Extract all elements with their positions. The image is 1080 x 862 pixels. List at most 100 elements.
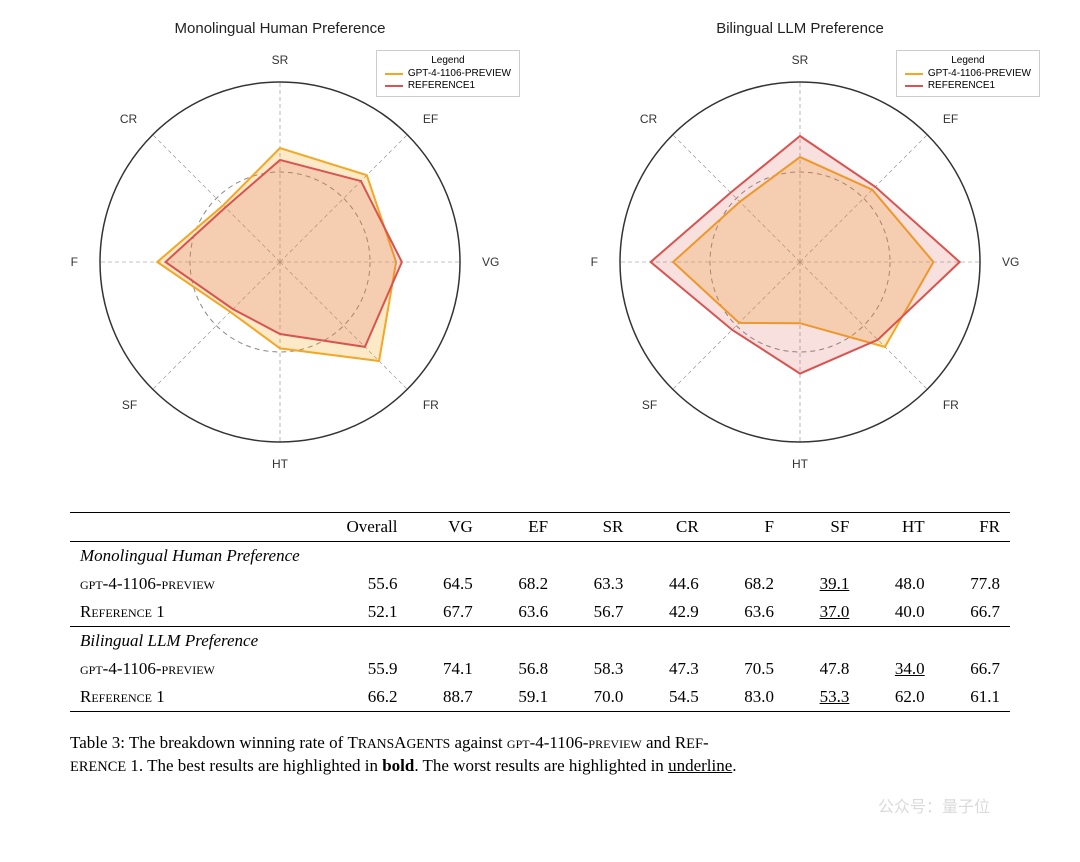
chart-title: Monolingual Human Preference	[30, 20, 530, 37]
legend-item: REFERENCE1	[905, 80, 1031, 91]
table-cell: 34.0	[859, 655, 934, 683]
table-cell: 54.5	[633, 683, 708, 712]
radar-chart: SREFVGFRHTSFFCR	[550, 42, 1050, 482]
legend-item: REFERENCE1	[385, 80, 511, 91]
legend-label: GPT-4-1106-PREVIEW	[408, 68, 511, 79]
table-cell: 63.6	[483, 598, 558, 627]
table-cell: 52.1	[300, 598, 407, 627]
table-cell: 74.1	[407, 655, 482, 683]
table-row: Reference 152.167.763.656.742.963.637.04…	[70, 598, 1010, 627]
table-cell: 66.7	[935, 598, 1010, 627]
svg-text:HT: HT	[272, 457, 289, 471]
table-column-header: HT	[859, 513, 934, 542]
table-column-header: VG	[407, 513, 482, 542]
table-section-header: Bilingual LLM Preference	[70, 627, 1010, 656]
table-cell: 37.0	[784, 598, 859, 627]
caption-underline: underline	[668, 756, 732, 775]
legend-item: GPT-4-1106-PREVIEW	[385, 68, 511, 79]
table-cell: 40.0	[859, 598, 934, 627]
table-cell: 83.0	[709, 683, 784, 712]
svg-text:SF: SF	[642, 398, 657, 412]
svg-text:FR: FR	[943, 398, 959, 412]
legend-item: GPT-4-1106-PREVIEW	[905, 68, 1031, 79]
table-cell: 67.7	[407, 598, 482, 627]
row-label: Reference 1	[70, 598, 300, 627]
caption-text: .	[732, 756, 736, 775]
table-cell: 77.8	[935, 570, 1010, 598]
row-label: Reference 1	[70, 683, 300, 712]
caption-text: Table 3: The breakdown winning rate of	[70, 733, 348, 752]
table-cell: 59.1	[483, 683, 558, 712]
charts-row: Monolingual Human Preference Legend GPT-…	[30, 20, 1050, 482]
radar-chart: SREFVGFRHTSFFCR	[30, 42, 530, 482]
table-row: Reference 166.288.759.170.054.583.053.36…	[70, 683, 1010, 712]
table-cell: 62.0	[859, 683, 934, 712]
table-caption: Table 3: The breakdown winning rate of T…	[70, 732, 1010, 778]
table-section-header: Monolingual Human Preference	[70, 542, 1010, 571]
legend-title: Legend	[385, 55, 511, 66]
svg-text:HT: HT	[792, 457, 809, 471]
legend-box: Legend GPT-4-1106-PREVIEW REFERENCE1	[376, 50, 520, 97]
legend-title: Legend	[905, 55, 1031, 66]
svg-text:F: F	[71, 255, 78, 269]
table-cell: 55.9	[300, 655, 407, 683]
table-cell: 66.7	[935, 655, 1010, 683]
table-cell: 68.2	[709, 570, 784, 598]
table-cell: 53.3	[784, 683, 859, 712]
table-header-row: OverallVGEFSRCRFSFHTFR	[70, 513, 1010, 542]
svg-text:CR: CR	[640, 112, 658, 126]
legend-swatch	[385, 85, 403, 87]
table-column-header	[70, 513, 300, 542]
chart-title: Bilingual LLM Preference	[550, 20, 1050, 37]
svg-text:FR: FR	[423, 398, 439, 412]
table-cell: 61.1	[935, 683, 1010, 712]
legend-swatch	[905, 85, 923, 87]
table-cell: 58.3	[558, 655, 633, 683]
table-cell: 48.0	[859, 570, 934, 598]
table-cell: 47.8	[784, 655, 859, 683]
legend-label: REFERENCE1	[408, 80, 475, 91]
chart-bilingual: Bilingual LLM Preference Legend GPT-4-11…	[550, 20, 1050, 482]
table-cell: 55.6	[300, 570, 407, 598]
caption-transagents: TRANSAGENTS	[348, 733, 451, 752]
table-column-header: Overall	[300, 513, 407, 542]
svg-text:VG: VG	[482, 255, 499, 269]
legend-swatch	[905, 73, 923, 75]
table-column-header: F	[709, 513, 784, 542]
svg-text:SF: SF	[122, 398, 137, 412]
table-cell: 39.1	[784, 570, 859, 598]
table-cell: 88.7	[407, 683, 482, 712]
results-table: OverallVGEFSRCRFSFHTFR Monolingual Human…	[70, 512, 1010, 712]
table-cell: 47.3	[633, 655, 708, 683]
svg-text:SR: SR	[792, 53, 809, 67]
table-cell: 56.8	[483, 655, 558, 683]
chart-monolingual: Monolingual Human Preference Legend GPT-…	[30, 20, 530, 482]
caption-text: . The worst results are highlighted in	[414, 756, 668, 775]
table-column-header: EF	[483, 513, 558, 542]
table-cell: 44.6	[633, 570, 708, 598]
caption-gpt: gpt-4-1106-preview	[507, 733, 642, 752]
table-column-header: FR	[935, 513, 1010, 542]
caption-text: against	[450, 733, 507, 752]
svg-text:SR: SR	[272, 53, 289, 67]
svg-text:VG: VG	[1002, 255, 1019, 269]
caption-text: and	[642, 733, 675, 752]
svg-text:CR: CR	[120, 112, 138, 126]
table-column-header: SF	[784, 513, 859, 542]
table-column-header: CR	[633, 513, 708, 542]
table-cell: 63.3	[558, 570, 633, 598]
table-column-header: SR	[558, 513, 633, 542]
caption-bold: bold	[382, 756, 414, 775]
svg-text:EF: EF	[943, 112, 958, 126]
table-row: gpt-4-1106-preview55.664.568.263.344.668…	[70, 570, 1010, 598]
watermark: 公众号：量子位	[878, 793, 990, 817]
table-cell: 70.5	[709, 655, 784, 683]
table-cell: 42.9	[633, 598, 708, 627]
legend-label: GPT-4-1106-PREVIEW	[928, 68, 1031, 79]
legend-box: Legend GPT-4-1106-PREVIEW REFERENCE1	[896, 50, 1040, 97]
table-cell: 63.6	[709, 598, 784, 627]
row-label: gpt-4-1106-preview	[70, 570, 300, 598]
row-label: gpt-4-1106-preview	[70, 655, 300, 683]
table-cell: 68.2	[483, 570, 558, 598]
table-cell: 66.2	[300, 683, 407, 712]
